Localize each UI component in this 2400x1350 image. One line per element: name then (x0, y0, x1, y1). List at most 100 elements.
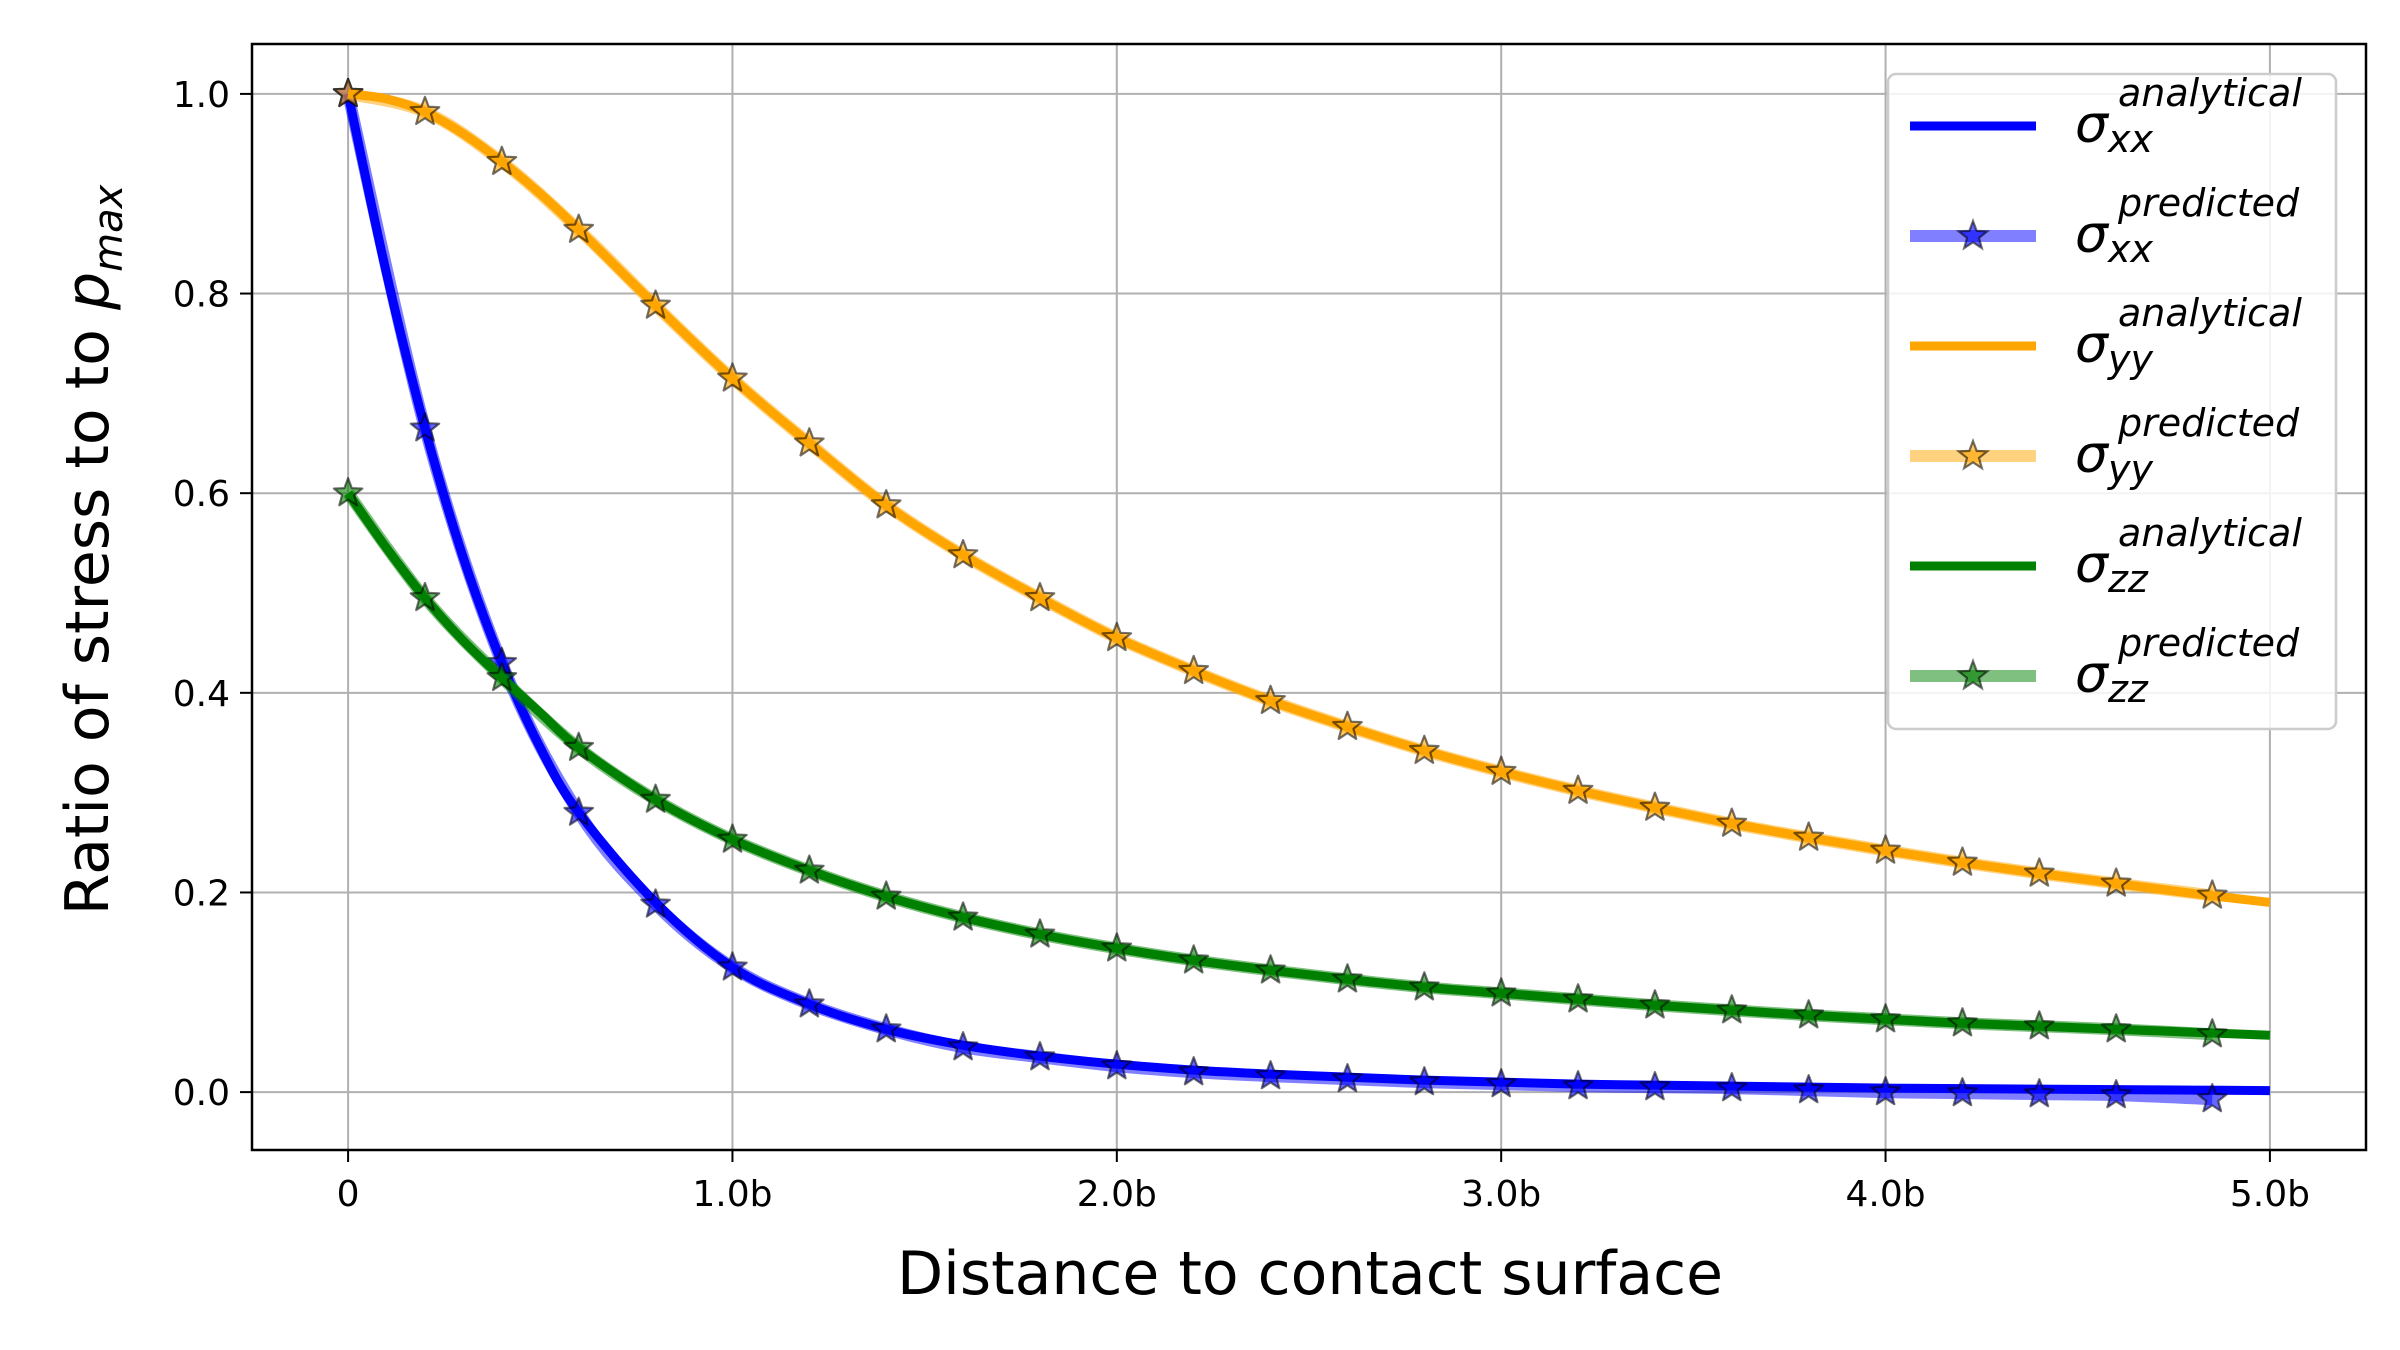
data-point-yy-predicted (793, 427, 825, 457)
data-point-zz-predicted (1332, 963, 1363, 993)
x-tick-label: 4.0b (1845, 1174, 1925, 1215)
data-point-zz-predicted (1947, 1007, 1978, 1037)
data-point-zz-predicted (2196, 1018, 2228, 1048)
x-tick-label: 5.0b (2230, 1174, 2310, 1215)
data-point-yy-predicted (1639, 791, 1671, 821)
data-point-zz-predicted (2100, 1013, 2132, 1043)
data-point-xx-predicted (1485, 1068, 1517, 1098)
y-axis-label-symbol: p (53, 272, 123, 311)
data-point-zz-predicted (1101, 932, 1133, 962)
legend-marker (1955, 217, 1991, 251)
legend-marker (1955, 657, 1991, 691)
data-point-xx-predicted (409, 412, 441, 442)
series-yy-predicted (332, 77, 2228, 909)
data-point-yy-predicted (2196, 879, 2228, 909)
data-point-zz-predicted (1716, 994, 1748, 1024)
data-point-xx-predicted (1716, 1072, 1748, 1102)
legend-entry-yy-analytical: σyyanalytical (1910, 291, 2302, 381)
y-tick-label: 0.2 (173, 873, 230, 914)
data-point-zz-predicted (793, 854, 825, 884)
legend-entry-xx-predicted: σxxpredicted (1910, 181, 2300, 271)
x-tick-label: 0 (337, 1174, 360, 1215)
data-point-yy-predicted (1562, 774, 1594, 804)
data-point-zz-predicted (1178, 944, 1210, 974)
data-point-xx-predicted (2023, 1077, 2055, 1108)
y-tick-label: 0.4 (173, 674, 230, 715)
data-point-zz-predicted (1255, 954, 1286, 984)
x-tick-label: 1.0b (692, 1174, 772, 1215)
y-tick-label: 1.0 (173, 75, 230, 116)
data-point-zz-predicted (1485, 977, 1517, 1007)
x-tick-label: 3.0b (1461, 1174, 1541, 1215)
data-point-yy-predicted (2100, 867, 2132, 897)
series-xx-predicted (332, 77, 2228, 1113)
data-point-yy-predicted (563, 213, 595, 243)
legend-entry-zz-analytical: σzzanalytical (1910, 511, 2302, 601)
legend: σxxanalytical σxxpredicted σyyanalytical σy… (1886, 71, 2338, 731)
y-tick-label: 0.8 (173, 275, 230, 316)
legend-label: σyypredicted (2075, 401, 2300, 491)
data-point-xx-predicted (947, 1031, 979, 1061)
data-point-yy-predicted (947, 538, 979, 569)
data-point-xx-predicted (1793, 1074, 1825, 1104)
data-point-xx-predicted (793, 988, 825, 1018)
data-point-zz-predicted (1024, 918, 1056, 948)
data-point-xx-predicted (1562, 1070, 1594, 1100)
data-point-yy-predicted (870, 489, 902, 519)
plot-frame (250, 42, 2368, 1152)
legend-label: σxxpredicted (2075, 181, 2300, 271)
data-point-yy-predicted (332, 77, 364, 108)
data-point-yy-predicted (1101, 621, 1133, 652)
data-point-zz-predicted (1870, 1003, 1901, 1033)
data-point-zz-predicted (486, 661, 518, 692)
y-axis-label-subscript: max (86, 184, 132, 271)
data-point-yy-predicted (1178, 654, 1210, 685)
data-point-yy-predicted (1947, 846, 1978, 876)
legend-entry-yy-predicted: σyypredicted (1910, 401, 2300, 491)
data-point-yy-predicted (409, 95, 441, 126)
data-point-yy-predicted (1332, 710, 1363, 741)
data-point-zz-predicted (640, 783, 671, 813)
data-point-yy-predicted (486, 145, 518, 176)
x-tick-label: 2.0b (1077, 1174, 1157, 1215)
data-point-yy-predicted (1024, 581, 1056, 612)
legend-label: σzzanalytical (2075, 511, 2302, 601)
plot-area (332, 77, 2271, 1113)
y-tick-label: 0.6 (173, 474, 230, 515)
data-point-zz-predicted (409, 581, 441, 612)
series-group (332, 77, 2271, 1113)
data-point-yy-predicted (1408, 734, 1440, 764)
y-axis-label: Ratio of stress to to pmax (53, 184, 132, 915)
legend-entry-xx-analytical: σxxanalytical (1910, 71, 2302, 161)
data-point-zz-predicted (717, 823, 748, 853)
legend-label: σxxanalytical (2075, 71, 2302, 161)
data-point-zz-predicted (1562, 983, 1594, 1013)
data-point-yy-predicted (1793, 821, 1825, 851)
data-point-xx-predicted (1332, 1063, 1363, 1093)
data-point-xx-predicted (1101, 1050, 1133, 1080)
data-point-xx-predicted (1178, 1056, 1210, 1086)
data-point-xx-predicted (640, 888, 671, 918)
data-point-yy-predicted (2023, 857, 2055, 887)
legend-label: σyyanalytical (2075, 291, 2302, 381)
data-point-yy-predicted (1870, 834, 1901, 864)
y-tick-label: 0.0 (173, 1073, 230, 1114)
data-point-yy-predicted (1255, 684, 1286, 715)
data-point-xx-predicted (2196, 1082, 2228, 1113)
data-point-xx-predicted (717, 951, 748, 981)
data-point-zz-predicted (332, 477, 364, 507)
data-point-xx-predicted (1947, 1076, 1978, 1107)
series-zz-predicted (332, 477, 2228, 1048)
data-point-zz-predicted (1793, 999, 1825, 1029)
data-point-yy-predicted (717, 362, 748, 392)
x-axis-label: Distance to contact surface (897, 1239, 1723, 1309)
legend-marker (1955, 437, 1991, 471)
data-point-xx-predicted (1639, 1071, 1671, 1101)
data-point-zz-predicted (947, 901, 979, 931)
data-point-xx-predicted (2100, 1078, 2132, 1109)
data-point-yy-predicted (640, 289, 671, 319)
data-point-xx-predicted (870, 1013, 902, 1043)
data-point-xx-predicted (1408, 1066, 1440, 1096)
data-point-xx-predicted (1255, 1060, 1286, 1090)
